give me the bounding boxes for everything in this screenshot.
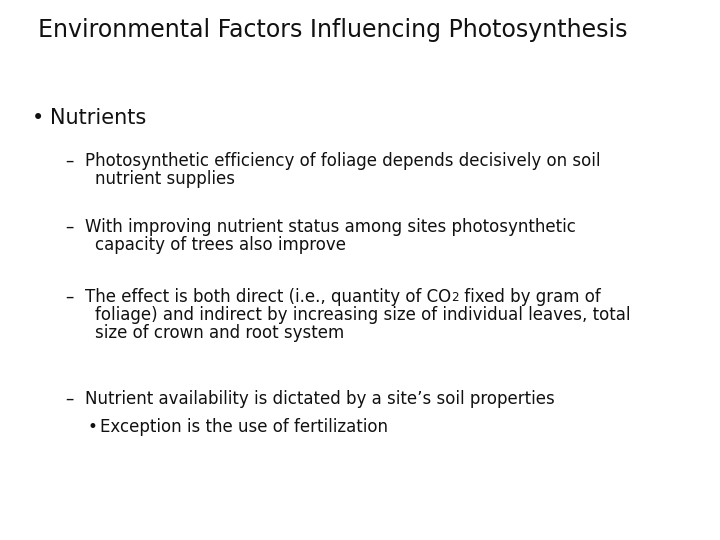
Text: –: –	[65, 152, 73, 170]
Text: nutrient supplies: nutrient supplies	[95, 170, 235, 188]
Text: The effect is both direct (i.e., quantity of CO: The effect is both direct (i.e., quantit…	[85, 288, 451, 306]
Text: Environmental Factors Influencing Photosynthesis: Environmental Factors Influencing Photos…	[38, 18, 628, 42]
Text: capacity of trees also improve: capacity of trees also improve	[95, 236, 346, 254]
Text: With improving nutrient status among sites photosynthetic: With improving nutrient status among sit…	[85, 218, 576, 236]
Text: 2: 2	[451, 291, 459, 304]
Text: foliage) and indirect by increasing size of individual leaves, total: foliage) and indirect by increasing size…	[95, 306, 631, 324]
Text: –: –	[65, 390, 73, 408]
Text: Exception is the use of fertilization: Exception is the use of fertilization	[100, 418, 388, 436]
Text: –: –	[65, 218, 73, 236]
Text: Nutrient availability is dictated by a site’s soil properties: Nutrient availability is dictated by a s…	[85, 390, 554, 408]
Text: –: –	[65, 288, 73, 306]
Text: •: •	[88, 418, 98, 436]
Text: •: •	[32, 108, 44, 128]
Text: size of crown and root system: size of crown and root system	[95, 324, 344, 342]
Text: fixed by gram of: fixed by gram of	[459, 288, 600, 306]
Text: Nutrients: Nutrients	[50, 108, 146, 128]
Text: Photosynthetic efficiency of foliage depends decisively on soil: Photosynthetic efficiency of foliage dep…	[85, 152, 600, 170]
